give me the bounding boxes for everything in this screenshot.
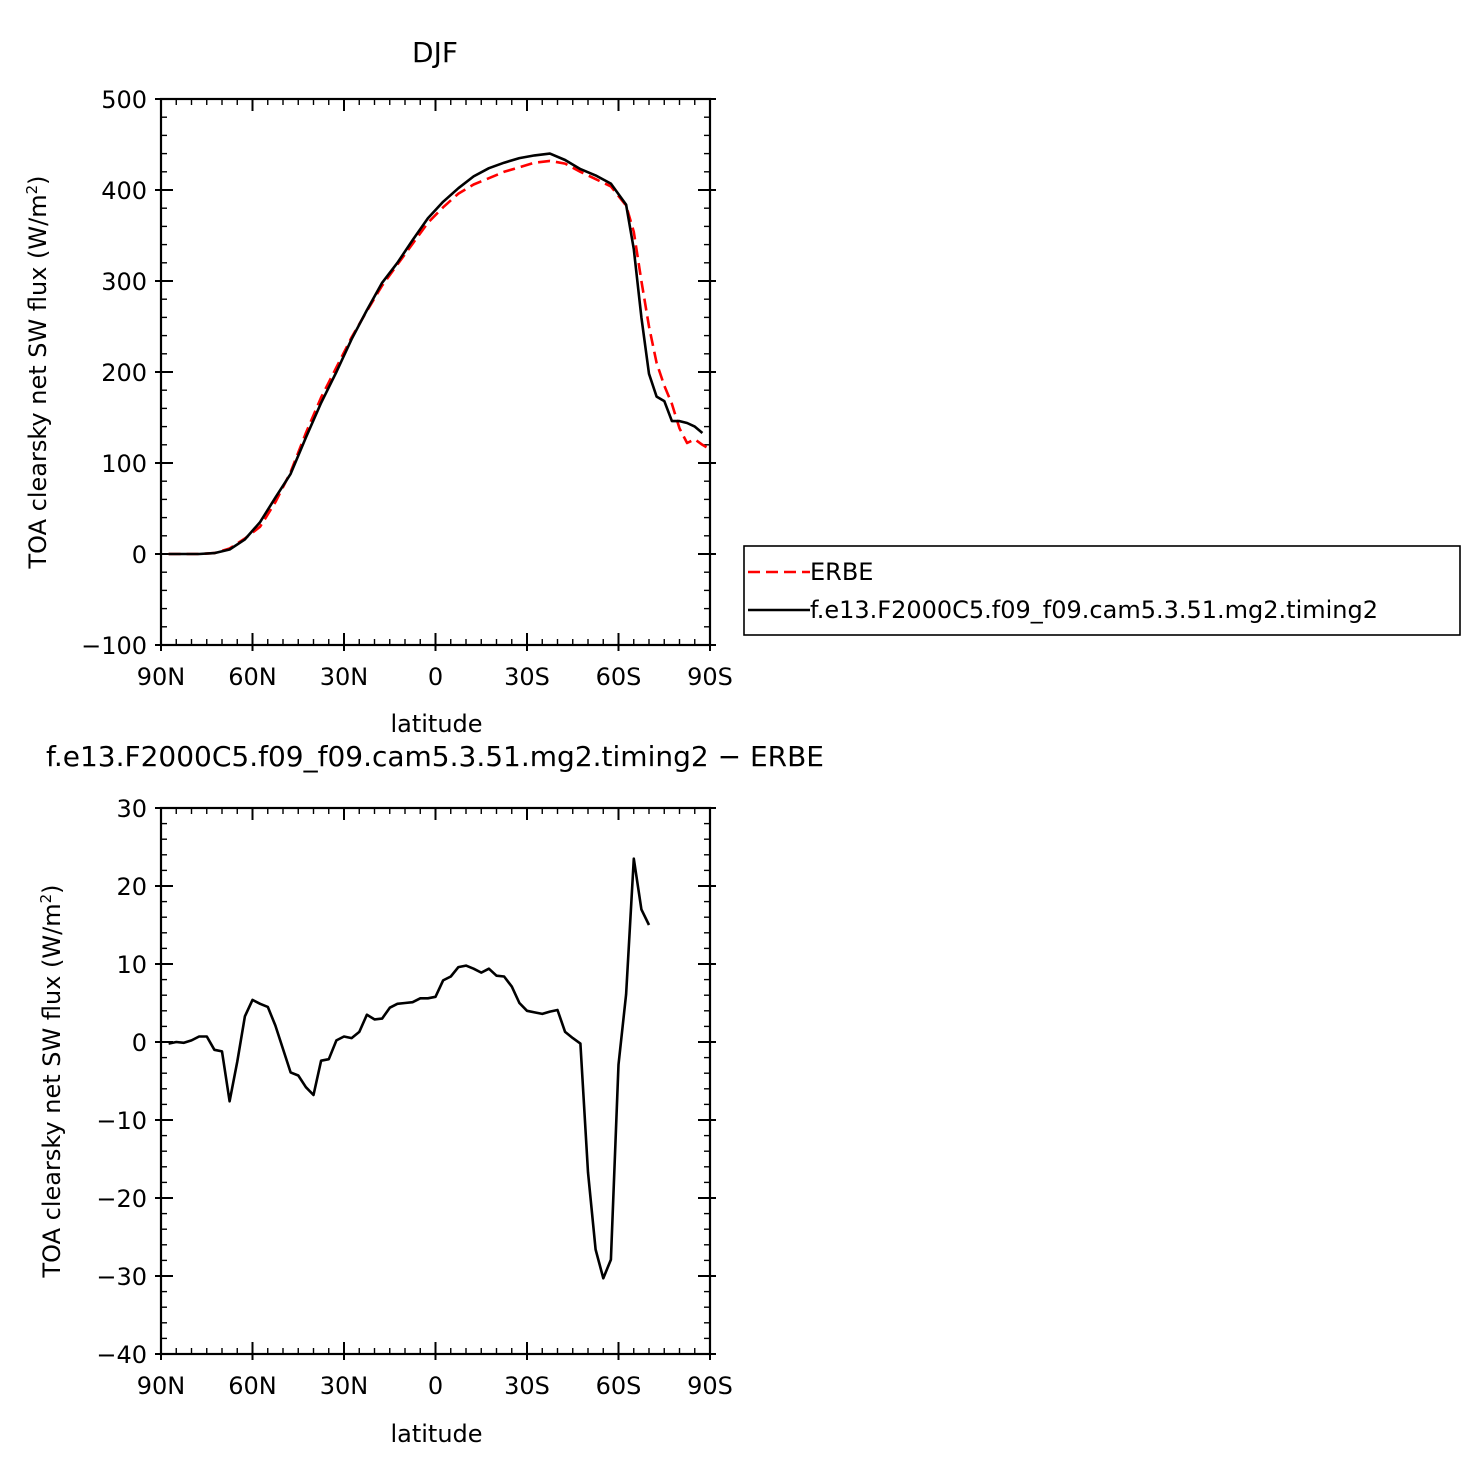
y-axis-label-main: TOA clearsky net SW flux (W/m — [38, 903, 66, 1278]
chart-panel-2: 90N 60N 30N 0 30S 60S 90S 30 20 10 0 −10 −20 −30 −40 f.… — [37, 740, 824, 1448]
y-tick-label: 300 — [101, 268, 147, 296]
series-line-f-e13-f2000c5-f09-f09-cam5-3-51-mg2-timing2 — [168, 152, 704, 556]
chart-title: f.e13.F2000C5.f09_f09.cam5.3.51.mg2.timi… — [46, 740, 824, 773]
y-tick-label: 0 — [132, 541, 147, 569]
y-tick-label: −20 — [96, 1185, 147, 1213]
plot-frame — [159, 97, 712, 647]
series-line-erbe — [168, 159, 708, 556]
y-axis-label: TOA clearsky net SW flux (W/m2) — [23, 175, 52, 569]
y-tick-label: −40 — [96, 1341, 147, 1369]
chart-panel-1: 90N 60N 30N 0 30S 60S 90S 500 400 300 200 100 0 −100 D… — [23, 36, 733, 738]
x-tick-label: 60S — [596, 1372, 642, 1400]
chart-title: DJF — [412, 36, 458, 69]
legend-box — [743, 545, 1461, 636]
y-tick-label: 400 — [101, 177, 147, 205]
y-tick-label: −30 — [96, 1263, 147, 1291]
y-tick-label: 10 — [116, 951, 147, 979]
difference-series-line — [168, 857, 651, 1280]
x-tick-label: 90N — [137, 663, 186, 691]
x-tick-label: 90S — [687, 1372, 733, 1400]
y-tick-label: −100 — [81, 632, 147, 660]
x-tick-label: 60S — [596, 663, 642, 691]
legend-label-1: ERBE — [810, 558, 873, 586]
x-axis-label: latitude — [390, 1420, 482, 1448]
x-axis-label: latitude — [390, 710, 482, 738]
legend-label-2: f.e13.F2000C5.f09_f09.cam5.3.51.mg2.timi… — [810, 596, 1378, 624]
y-tick-label: 0 — [132, 1029, 147, 1057]
plot-frame — [159, 806, 712, 1356]
series-group — [168, 857, 651, 1280]
series-group — [168, 152, 708, 556]
y-axis-label-superscript: 2 — [23, 185, 41, 195]
x-tick-label: 60N — [228, 1372, 277, 1400]
legend: ERBE f.e13.F2000C5.f09_f09.cam5.3.51.mg2.… — [743, 545, 1461, 636]
y-tick-label: −10 — [96, 1107, 147, 1135]
x-tick-label: 30S — [504, 663, 550, 691]
y-axis-label-superscript: 2 — [37, 894, 55, 904]
y-axis-label-suffix: ) — [24, 175, 52, 184]
y-tick-label: 200 — [101, 359, 147, 387]
y-tick-label: 30 — [116, 795, 147, 823]
y-axis-label-suffix: ) — [38, 884, 66, 893]
x-tick-label: 30N — [320, 1372, 369, 1400]
x-tick-label: 0 — [428, 663, 443, 691]
x-tick-label: 30S — [504, 1372, 550, 1400]
x-tick-label: 60N — [228, 663, 277, 691]
x-tick-label: 30N — [320, 663, 369, 691]
y-tick-label: 20 — [116, 873, 147, 901]
x-tick-label: 90S — [687, 663, 733, 691]
y-axis-label: TOA clearsky net SW flux (W/m2) — [37, 884, 66, 1278]
y-axis-label-main: TOA clearsky net SW flux (W/m — [24, 194, 52, 569]
y-tick-label: 100 — [101, 450, 147, 478]
x-tick-label: 0 — [428, 1372, 443, 1400]
y-tick-label: 500 — [101, 86, 147, 114]
x-tick-label: 90N — [137, 1372, 186, 1400]
